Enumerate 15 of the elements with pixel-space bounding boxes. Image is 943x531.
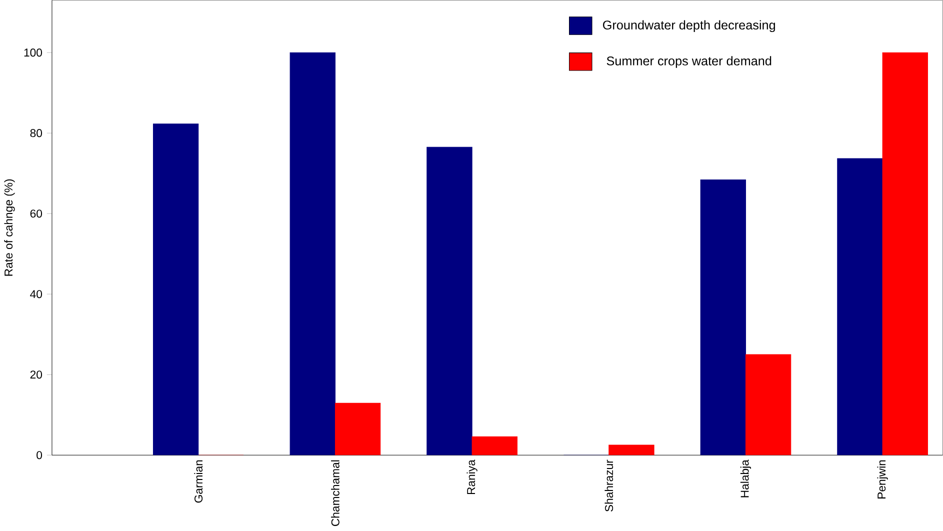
x-tick-label: Garmian	[194, 460, 203, 503]
x-tick-label: Shahrazur	[604, 460, 614, 512]
y-tick-label: 60	[30, 210, 42, 218]
y-tick-label: 40	[30, 290, 42, 298]
y-axis-title: Rate of cahnge (%)	[4, 180, 15, 276]
legend-label: Groundwater depth decreasing	[602, 20, 776, 32]
y-tick-label: 100	[24, 48, 42, 57]
x-tick-label: Raniya	[466, 460, 478, 494]
y-tick-label: 80	[30, 129, 42, 138]
legend-label: Summer crops water demand	[606, 56, 772, 68]
x-tick-label: Penjwin	[877, 460, 888, 499]
x-tick-label: Chamchamal	[331, 460, 340, 526]
y-tick-label: 20	[30, 370, 42, 379]
y-tick-label: 0	[36, 451, 42, 460]
x-tick-label: Halabja	[740, 460, 752, 498]
